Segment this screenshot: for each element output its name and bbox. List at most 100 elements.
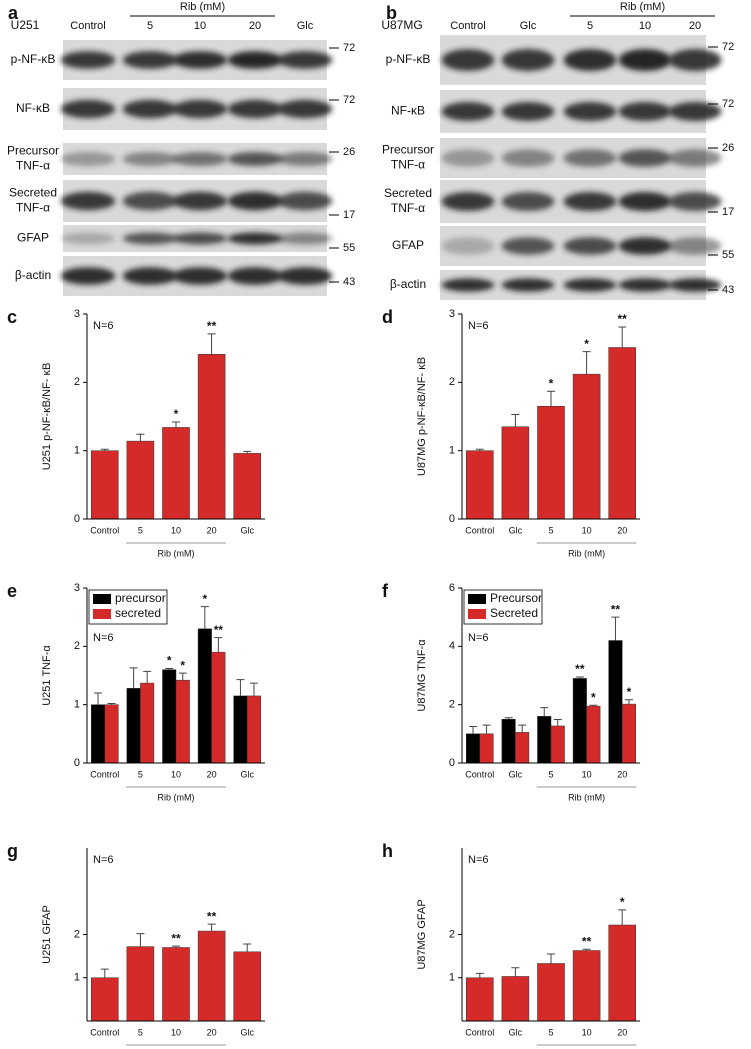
bar: [126, 946, 155, 1022]
panel-letter: a: [8, 3, 19, 23]
band: [227, 151, 283, 167]
significance: **: [171, 931, 181, 945]
bar: [586, 705, 601, 764]
bar: [91, 704, 106, 764]
panel-letter: e: [7, 581, 17, 601]
band: [122, 51, 178, 69]
marker-label: 17: [722, 206, 734, 218]
bar: [466, 450, 494, 520]
error-bar: [200, 606, 209, 629]
error-bar: [511, 967, 520, 977]
significance: *: [620, 895, 625, 909]
lane-label: Control: [70, 20, 105, 32]
panel-letter: h: [382, 841, 393, 861]
band: [227, 191, 283, 211]
significance: **: [207, 319, 217, 333]
annotation: N=6: [93, 320, 114, 332]
x-tick-label: Glc: [240, 525, 254, 535]
band: [277, 267, 333, 285]
band: [563, 192, 617, 211]
bar: [537, 963, 565, 1022]
significance: *: [591, 690, 596, 704]
bar: [537, 406, 565, 520]
band: [172, 267, 228, 285]
x-tick-label: 20: [207, 769, 217, 779]
row-label: Secreted: [9, 186, 57, 200]
marker-label: 72: [343, 94, 355, 106]
row-label: NF-κB: [391, 104, 425, 118]
bar: [608, 640, 623, 764]
error-bar: [540, 707, 549, 717]
band: [172, 51, 228, 69]
bar: [479, 733, 494, 764]
row-label: GFAP: [17, 231, 49, 245]
band: [668, 149, 722, 167]
annotation: N=6: [93, 854, 114, 866]
band: [277, 151, 333, 167]
x-tick-label: 20: [617, 769, 627, 779]
legend-label: Precursor: [490, 591, 542, 605]
marker-label: 72: [343, 42, 355, 54]
bar: [621, 703, 636, 764]
band: [441, 192, 495, 211]
y-tick-label: 1: [449, 445, 455, 457]
error-bar: [547, 953, 555, 964]
y-tick-label: 0: [74, 757, 80, 769]
annotation: N=6: [468, 632, 489, 644]
group-label: Rib (mM): [180, 1, 225, 13]
band: [441, 49, 495, 71]
error-bar: [165, 668, 174, 670]
legend-label: precursor: [115, 591, 166, 605]
x-tick-label: 10: [582, 1027, 592, 1037]
band: [227, 232, 283, 245]
error-bar: [482, 724, 491, 734]
x-tick-label: 10: [582, 769, 592, 779]
lane-label: 20: [249, 20, 261, 32]
bar: [126, 440, 155, 520]
group-label: Rib (mM): [568, 548, 605, 558]
significance: **: [207, 909, 217, 923]
error-bar: [475, 448, 484, 451]
lane-label: 20: [689, 20, 701, 32]
x-tick-label: Control: [90, 769, 119, 779]
significance: **: [575, 662, 585, 676]
marker-label: 72: [722, 98, 734, 110]
x-tick-label: 5: [138, 769, 143, 779]
error-bar: [547, 390, 555, 407]
band: [618, 237, 672, 255]
band: [563, 278, 617, 292]
band: [227, 51, 283, 69]
band: [441, 102, 495, 121]
error-bar: [504, 717, 513, 720]
marker-label: 43: [722, 284, 734, 296]
bar: [233, 453, 261, 520]
band: [60, 151, 116, 167]
error-bar: [207, 333, 216, 355]
x-tick-label: 5: [138, 525, 143, 535]
row-label: NF-κB: [16, 101, 50, 115]
x-tick-label: 20: [617, 525, 627, 535]
legend-label: Secreted: [490, 606, 538, 620]
error-bar: [582, 351, 591, 375]
y-tick-label: 3: [74, 582, 80, 594]
x-tick-label: 5: [138, 1027, 143, 1037]
band: [668, 278, 722, 292]
y-tick-label: 1: [74, 445, 80, 457]
row-label: GFAP: [392, 238, 424, 252]
error-bar: [243, 943, 252, 952]
error-bar: [618, 326, 627, 348]
bar: [572, 678, 587, 764]
bar: [501, 426, 530, 520]
error-bar: [100, 968, 109, 978]
marker-label: 72: [722, 41, 734, 53]
error-bar: [136, 433, 145, 442]
y-tick-label: 3: [74, 308, 80, 320]
bar: [162, 947, 190, 1022]
band: [172, 151, 228, 167]
y-tick-label: 0: [74, 513, 80, 525]
error-bar: [582, 948, 591, 951]
significance: **: [582, 934, 592, 948]
x-tick-label: Control: [90, 1027, 119, 1037]
bar: [515, 732, 530, 764]
marker-label: 55: [722, 249, 734, 261]
